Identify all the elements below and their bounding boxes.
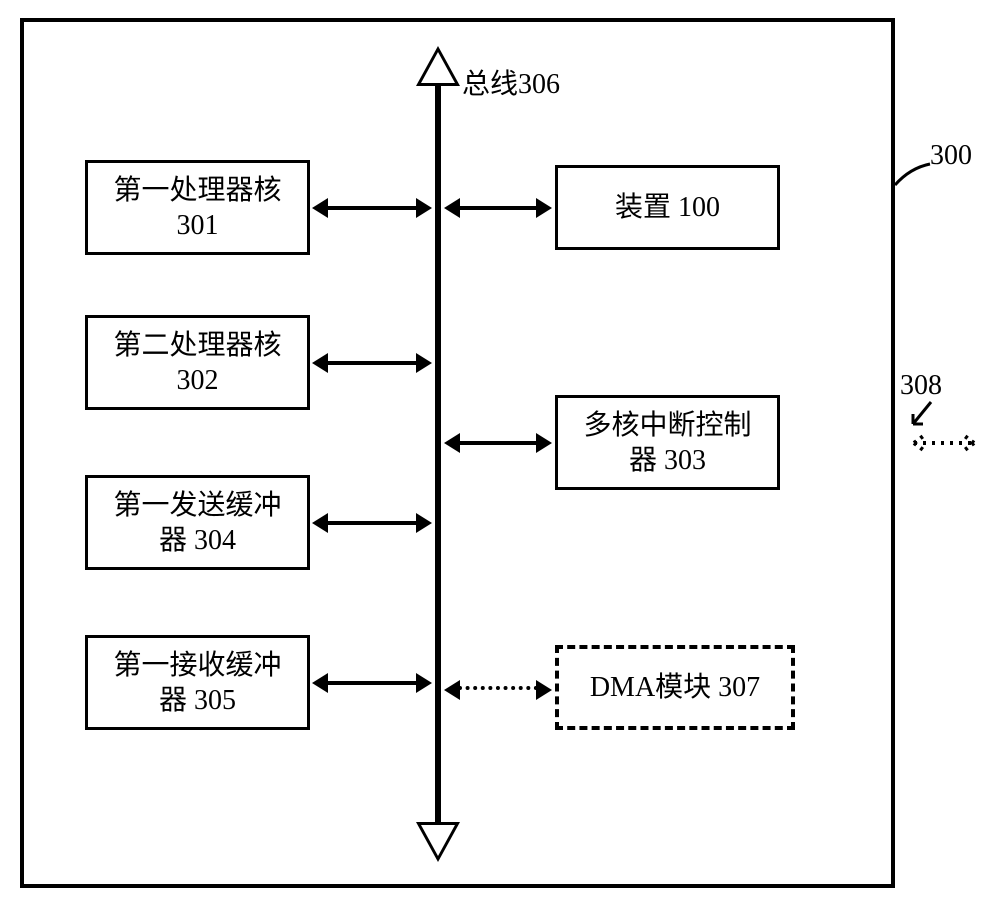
ref-300: 300 (930, 140, 972, 172)
connector-txbuf (326, 521, 418, 525)
bus-arrow-up-icon (416, 46, 460, 86)
node-intc: 多核中断控制器 303 (555, 395, 780, 490)
leader-308 (901, 400, 941, 428)
node-label: 第一接收缓冲器 305 (113, 648, 281, 718)
node-label: 第一处理器核301 (113, 173, 281, 243)
bus-line (435, 85, 441, 823)
external-arrow-icon (898, 428, 990, 458)
connector-core1 (326, 206, 418, 210)
node-core2: 第二处理器核302 (85, 315, 310, 410)
node-label: 第一发送缓冲器 304 (113, 488, 281, 558)
bus-label: 总线306 (462, 62, 560, 102)
connector-dev100 (458, 206, 538, 210)
node-label: DMA模块 307 (590, 670, 760, 705)
bus-arrow-down-icon (416, 822, 460, 862)
connector-intc (458, 441, 538, 445)
node-dev100: 装置 100 (555, 165, 780, 250)
node-txbuf: 第一发送缓冲器 304 (85, 475, 310, 570)
connector-rxbuf (326, 681, 418, 685)
node-label: 第二处理器核302 (113, 328, 281, 398)
node-dma: DMA模块 307 (555, 645, 795, 730)
connector-core2 (326, 361, 418, 365)
node-label: 装置 100 (615, 190, 720, 225)
connector-dma (458, 686, 538, 690)
node-rxbuf: 第一接收缓冲器 305 (85, 635, 310, 730)
ref-308: 308 (900, 370, 942, 402)
node-label: 多核中断控制器 303 (583, 408, 751, 478)
node-core1: 第一处理器核301 (85, 160, 310, 255)
external-308: 308 (900, 370, 942, 428)
